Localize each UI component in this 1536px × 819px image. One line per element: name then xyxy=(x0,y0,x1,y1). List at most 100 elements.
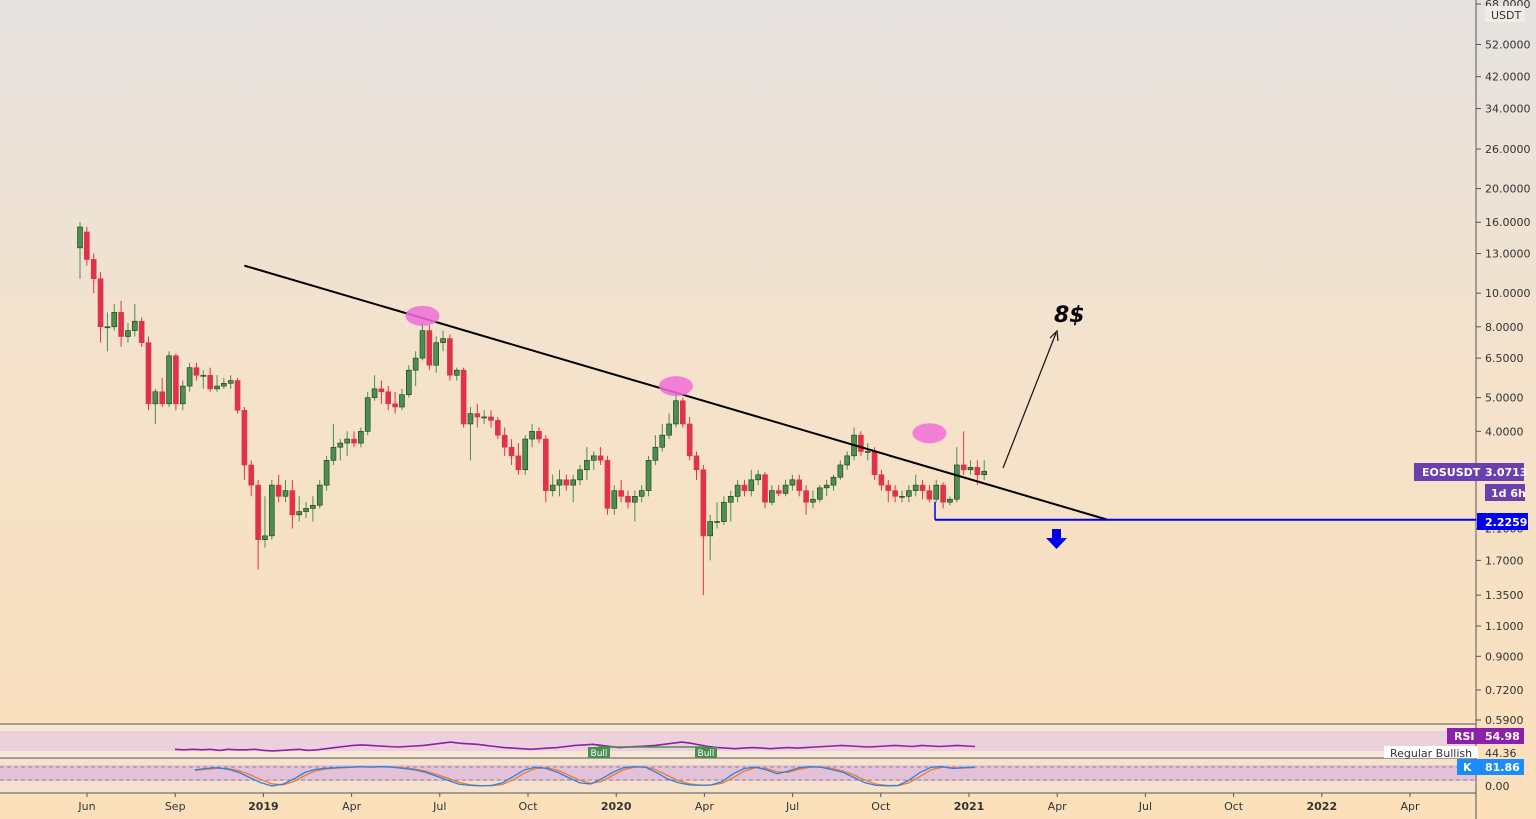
candle-body xyxy=(344,438,350,444)
touch-highlight xyxy=(912,423,947,444)
candle-body xyxy=(769,490,775,503)
candle-body xyxy=(556,479,563,486)
candle-body xyxy=(638,490,645,497)
candle-body xyxy=(159,391,165,405)
rsi-indicator: Bull Bull xyxy=(174,741,976,759)
time-axis[interactable]: Jun Sep 2019 Apr Jul Oct 2020 Apr Jul Oct 2021 Apr J… xyxy=(77,793,1420,813)
candle-body xyxy=(899,496,905,498)
target-arrow xyxy=(1002,332,1057,469)
candle-body xyxy=(974,467,981,476)
candle-body xyxy=(775,490,782,494)
candle-body xyxy=(645,460,652,491)
price-tick-label: 16.0000 xyxy=(1485,216,1531,229)
candle-body xyxy=(125,330,131,337)
candle-body xyxy=(282,490,289,497)
divergence-value: 44.36 xyxy=(1485,747,1517,760)
candle-body xyxy=(522,438,529,471)
candle-body xyxy=(940,484,946,503)
price-tick-label: 0.7200 xyxy=(1485,684,1524,697)
candle-body xyxy=(138,320,145,343)
candle-body xyxy=(255,484,261,540)
price-tick-label: 8.0000 xyxy=(1485,321,1524,334)
price-tick-label: 26.0000 xyxy=(1485,143,1531,156)
timeframe-badge: 1d 6h xyxy=(1491,487,1526,500)
candle-body xyxy=(823,484,830,489)
price-tick-label: 0.5900 xyxy=(1485,714,1524,727)
candle-body xyxy=(864,451,871,453)
candle-body xyxy=(173,355,179,405)
price-tick-label: 52.0000 xyxy=(1485,38,1531,51)
candle-body xyxy=(590,455,597,461)
candle-body xyxy=(686,423,693,457)
candle-body xyxy=(200,374,207,377)
candle-body xyxy=(310,504,316,509)
divergence-label: Regular Bullish xyxy=(1390,747,1472,760)
candle-body xyxy=(563,479,570,486)
price-tick-label: 20.0000 xyxy=(1485,183,1531,196)
candle-body xyxy=(241,409,248,466)
candle-body xyxy=(132,320,138,331)
candle-body xyxy=(734,484,741,497)
price-tick-label: 1.3500 xyxy=(1485,589,1524,602)
candle-body xyxy=(337,442,344,448)
rsi-label: RSI xyxy=(1454,730,1475,743)
candle-body xyxy=(810,498,816,503)
candle-body xyxy=(330,446,337,461)
time-tick-label: Jun xyxy=(77,800,95,813)
price-axis[interactable]: 68.0000 52.0000 42.0000 34.0000 26.0000 20.00… xyxy=(1476,0,1531,727)
candle-body xyxy=(981,470,988,476)
candle-body xyxy=(179,385,186,405)
candle-body xyxy=(721,501,727,522)
candle-body xyxy=(84,231,90,260)
candle-body xyxy=(741,484,748,491)
candle-body xyxy=(508,446,515,457)
candle-body xyxy=(193,367,200,376)
candle-body xyxy=(885,484,892,491)
time-tick-label: Apr xyxy=(1048,800,1068,813)
time-tick-label: Jul xyxy=(432,800,446,813)
price-tick-label: 1.1000 xyxy=(1485,620,1524,633)
candle-body xyxy=(104,326,111,329)
candle-body xyxy=(844,455,851,466)
stoch-d-line xyxy=(194,766,976,787)
time-tick-label: 2021 xyxy=(954,800,985,813)
candle-body xyxy=(584,460,590,471)
candle-body xyxy=(186,367,193,387)
candle-body xyxy=(364,397,371,432)
stoch-k-line xyxy=(194,766,976,787)
time-tick-label: Oct xyxy=(871,800,891,813)
price-tick-label: 10.0000 xyxy=(1485,287,1531,300)
candle-body xyxy=(906,490,912,497)
time-tick-label: Apr xyxy=(1400,800,1420,813)
candle-body xyxy=(727,496,734,503)
candle-body xyxy=(358,431,364,444)
price-tick-label: 13.0000 xyxy=(1485,248,1531,261)
candle-body xyxy=(625,496,631,503)
candle-body xyxy=(351,438,357,444)
candle-body xyxy=(453,369,460,376)
timeframe-badge-bg xyxy=(1485,484,1525,501)
candle-body xyxy=(933,484,940,500)
candle-body xyxy=(399,394,405,408)
time-tick-label: 2022 xyxy=(1306,800,1337,813)
stoch-bottom-tick: 0.00 xyxy=(1485,780,1510,793)
candle-body xyxy=(207,374,213,390)
candle-body xyxy=(460,369,467,425)
candle-body xyxy=(412,357,419,371)
time-tick-label: Oct xyxy=(518,800,538,813)
candle-body xyxy=(495,420,501,436)
candle-body xyxy=(248,464,255,486)
bull-tag-bg xyxy=(695,747,717,758)
candle-body xyxy=(919,484,926,491)
currency-label: USDT xyxy=(1491,9,1522,22)
candle-body xyxy=(803,490,809,503)
candle-body xyxy=(371,388,378,398)
candle-body xyxy=(488,416,494,421)
candle-body xyxy=(145,342,152,405)
candle-body xyxy=(892,490,898,497)
candle-body xyxy=(426,330,433,366)
candle-body xyxy=(714,521,720,523)
candle-body xyxy=(673,400,679,425)
candle-body xyxy=(378,388,385,393)
